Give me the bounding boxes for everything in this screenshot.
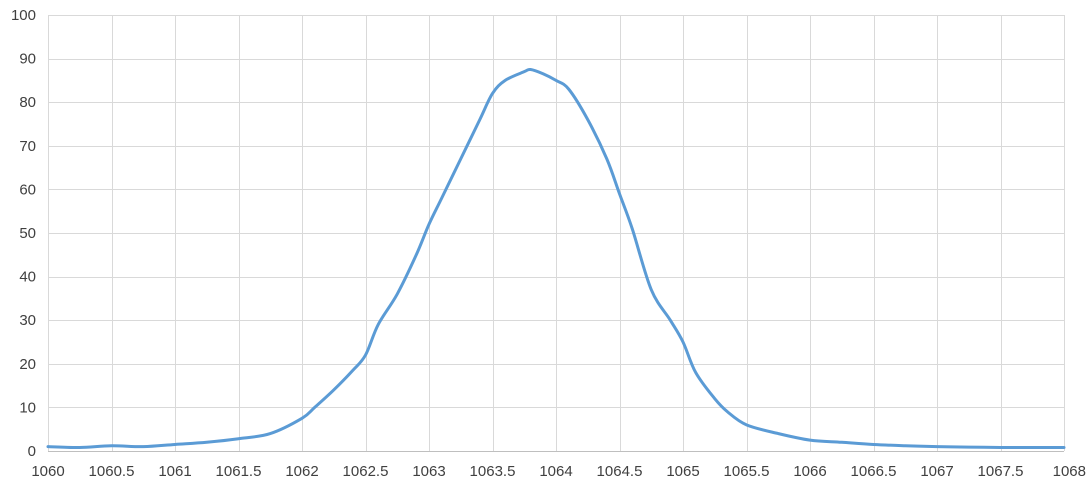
x-tick-label: 1061.5 <box>216 463 262 480</box>
x-tick-label: 1067.5 <box>978 463 1024 480</box>
x-tick-label: 1067 <box>920 463 953 480</box>
y-tick-label: 0 <box>28 443 36 460</box>
x-tick-label: 1062 <box>285 463 318 480</box>
series-layer <box>46 67 1066 450</box>
x-tick-label: 1061 <box>158 463 191 480</box>
series-line-0 <box>46 67 1066 450</box>
grid-lines <box>48 15 1065 451</box>
y-tick-label: 30 <box>19 312 36 329</box>
y-tick-label: 40 <box>19 269 36 286</box>
x-tick-label: 1065 <box>666 463 699 480</box>
x-tick-label: 1065.5 <box>724 463 770 480</box>
x-tick-label: 1068 <box>1053 463 1086 480</box>
x-tick-label: 1060 <box>31 463 64 480</box>
x-tick-labels: 1060 1060.5 1061 1061.5 1062 1062.5 1063 1063.5… <box>31 463 1086 480</box>
y-tick-label: 50 <box>19 225 36 242</box>
y-tick-label: 80 <box>19 94 36 111</box>
x-tick-label: 1066 <box>793 463 826 480</box>
y-tick-label: 10 <box>19 399 36 416</box>
x-tick-label: 1062.5 <box>343 463 389 480</box>
y-tick-label: 20 <box>19 356 36 373</box>
y-tick-label: 70 <box>19 138 36 155</box>
y-tick-label: 60 <box>19 181 36 198</box>
x-tick-label: 1063 <box>412 463 445 480</box>
x-tick-label: 1064 <box>539 463 572 480</box>
x-tick-label: 1060.5 <box>89 463 135 480</box>
y-tick-labels: 0 10 20 30 40 50 60 70 80 90 100 <box>11 7 36 460</box>
y-tick-label: 90 <box>19 51 36 68</box>
y-tick-label: 100 <box>11 7 36 24</box>
x-tick-label: 1064.5 <box>597 463 643 480</box>
x-tick-label: 1063.5 <box>470 463 516 480</box>
x-tick-label: 1066.5 <box>851 463 897 480</box>
